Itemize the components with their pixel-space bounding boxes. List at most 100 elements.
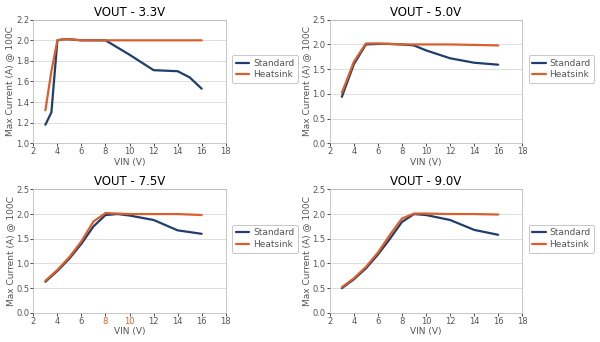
Heatsink	[174, 212, 181, 216]
X-axis label: VIN (V): VIN (V)	[114, 158, 145, 167]
Heatsink	[446, 42, 454, 47]
Heatsink	[60, 37, 67, 41]
Heatsink	[410, 211, 418, 215]
Heatsink	[48, 69, 55, 73]
Heatsink	[374, 251, 382, 255]
Standard	[350, 62, 358, 66]
Heatsink	[54, 268, 61, 272]
Heatsink	[150, 212, 157, 216]
Standard	[422, 48, 430, 52]
Standard	[398, 42, 406, 47]
Heatsink	[54, 38, 61, 42]
Line: Standard: Standard	[342, 214, 498, 288]
Standard	[60, 37, 67, 41]
Standard	[114, 212, 121, 216]
X-axis label: VIN (V): VIN (V)	[410, 158, 442, 167]
Standard	[174, 69, 181, 73]
Heatsink	[410, 42, 418, 47]
Heatsink	[78, 38, 85, 42]
Standard	[350, 277, 358, 281]
Standard	[338, 286, 346, 290]
Standard	[362, 266, 370, 271]
Heatsink	[362, 41, 370, 45]
Heatsink	[398, 42, 406, 47]
X-axis label: VIN (V): VIN (V)	[410, 327, 442, 337]
Heatsink	[90, 220, 97, 224]
Heatsink	[470, 212, 478, 216]
Standard	[42, 123, 49, 127]
Heatsink	[42, 279, 49, 283]
Heatsink	[198, 213, 205, 217]
X-axis label: VIN (V): VIN (V)	[114, 327, 145, 337]
Heatsink	[150, 38, 157, 42]
Standard	[410, 212, 418, 216]
Standard	[198, 232, 205, 236]
Standard	[66, 256, 73, 261]
Line: Standard: Standard	[46, 39, 202, 125]
Heatsink	[66, 37, 73, 41]
Title: VOUT - 3.3V: VOUT - 3.3V	[94, 5, 165, 18]
Heatsink	[126, 38, 133, 42]
Heatsink	[42, 108, 49, 113]
Heatsink	[102, 38, 109, 42]
Heatsink	[350, 276, 358, 280]
Standard	[494, 63, 502, 67]
Heatsink	[66, 255, 73, 259]
Standard	[494, 233, 502, 237]
Standard	[470, 228, 478, 232]
Standard	[374, 252, 382, 256]
Y-axis label: Max Current (A) @ 100C: Max Current (A) @ 100C	[5, 196, 14, 306]
Heatsink	[362, 265, 370, 269]
Standard	[90, 38, 97, 42]
Standard	[54, 38, 61, 42]
Line: Heatsink: Heatsink	[46, 213, 202, 281]
Standard	[150, 68, 157, 72]
Standard	[102, 213, 109, 217]
Heatsink	[374, 41, 382, 45]
Heatsink	[386, 42, 394, 46]
Y-axis label: Max Current (A) @ 100C: Max Current (A) @ 100C	[302, 27, 311, 136]
Legend: Standard, Heatsink: Standard, Heatsink	[529, 225, 594, 253]
Standard	[410, 43, 418, 48]
Standard	[126, 213, 133, 218]
Standard	[470, 61, 478, 65]
Standard	[186, 75, 193, 79]
Heatsink	[338, 285, 346, 289]
Line: Heatsink: Heatsink	[342, 213, 498, 287]
Heatsink	[494, 43, 502, 48]
Standard	[54, 269, 61, 273]
Legend: Standard, Heatsink: Standard, Heatsink	[232, 225, 298, 253]
Standard	[48, 110, 55, 115]
Y-axis label: Max Current (A) @ 100C: Max Current (A) @ 100C	[5, 27, 14, 136]
Standard	[422, 213, 430, 217]
Line: Standard: Standard	[46, 214, 202, 282]
Heatsink	[470, 43, 478, 47]
Standard	[42, 280, 49, 284]
Heatsink	[422, 211, 430, 215]
Heatsink	[422, 42, 430, 47]
Standard	[398, 220, 406, 224]
Heatsink	[174, 38, 181, 42]
Heatsink	[114, 211, 121, 215]
Legend: Standard, Heatsink: Standard, Heatsink	[232, 55, 298, 83]
Standard	[386, 42, 394, 46]
Y-axis label: Max Current (A) @ 100C: Max Current (A) @ 100C	[302, 196, 311, 306]
Legend: Standard, Heatsink: Standard, Heatsink	[529, 55, 594, 83]
Title: VOUT - 7.5V: VOUT - 7.5V	[94, 175, 165, 188]
Heatsink	[102, 211, 109, 215]
Standard	[102, 38, 109, 42]
Heatsink	[198, 38, 205, 42]
Line: Heatsink: Heatsink	[46, 39, 202, 110]
Title: VOUT - 5.0V: VOUT - 5.0V	[391, 5, 461, 18]
Standard	[446, 56, 454, 60]
Standard	[90, 224, 97, 228]
Heatsink	[78, 239, 85, 243]
Line: Standard: Standard	[342, 44, 498, 97]
Standard	[362, 42, 370, 47]
Standard	[174, 228, 181, 233]
Standard	[78, 242, 85, 246]
Heatsink	[446, 212, 454, 216]
Line: Heatsink: Heatsink	[342, 43, 498, 93]
Heatsink	[350, 60, 358, 64]
Standard	[126, 53, 133, 57]
